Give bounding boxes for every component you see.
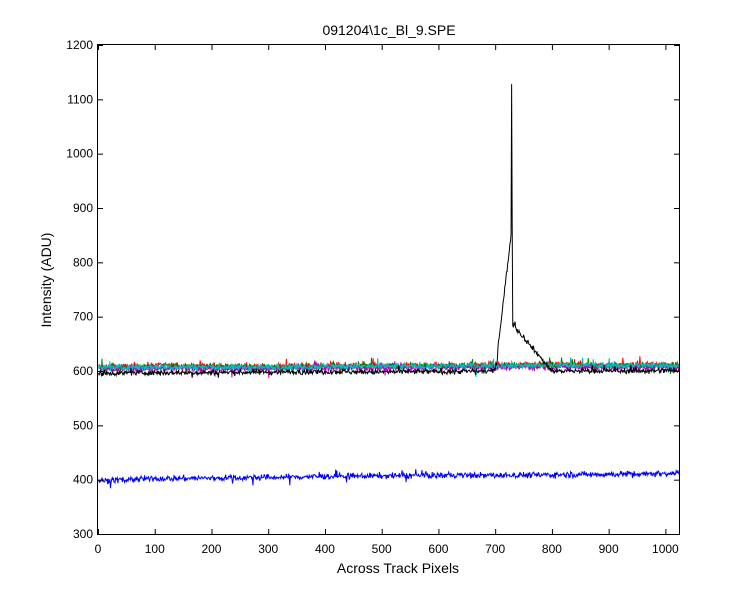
x-tick-label: 1000 (652, 542, 679, 556)
x-tick-label: 100 (145, 542, 165, 556)
x-tick-label: 300 (258, 542, 278, 556)
series-line-5 (98, 468, 680, 489)
y-tick-label: 1100 (67, 92, 93, 106)
y-tick-label: 900 (73, 201, 93, 215)
y-tick-label: 1000 (66, 147, 93, 161)
x-tick-label: 400 (315, 542, 335, 556)
y-axis: 300 400 500 600 700 800 900 1000 1100 1200 (66, 38, 679, 541)
series-layer (98, 84, 680, 489)
series-line-4 (98, 357, 680, 377)
x-axis-label: Across Track Pixels (337, 560, 459, 576)
y-tick-label: 500 (73, 418, 93, 432)
y-tick-label: 700 (73, 310, 93, 324)
y-tick-label: 300 (73, 527, 93, 541)
x-tick-label: 0 (95, 542, 102, 556)
x-tick-label: 700 (485, 542, 505, 556)
x-tick-label: 200 (201, 542, 221, 556)
plot-area-frame (97, 44, 680, 535)
y-tick-label: 800 (73, 255, 93, 269)
y-tick-label: 400 (73, 473, 93, 487)
y-tick-label: 1200 (66, 38, 93, 52)
y-axis-label: Intensity (ADU) (38, 233, 54, 328)
y-tick-label: 600 (73, 364, 93, 378)
x-tick-label: 500 (372, 542, 392, 556)
x-tick-label: 800 (542, 542, 562, 556)
chart-title: 091204\1c_Bl_9.SPE (322, 22, 455, 38)
x-tick-label: 900 (599, 542, 619, 556)
series-line-6 (98, 84, 680, 378)
x-axis: 0 100 200 300 400 500 600 700 800 900 1000 (95, 45, 679, 556)
x-tick-label: 600 (428, 542, 448, 556)
